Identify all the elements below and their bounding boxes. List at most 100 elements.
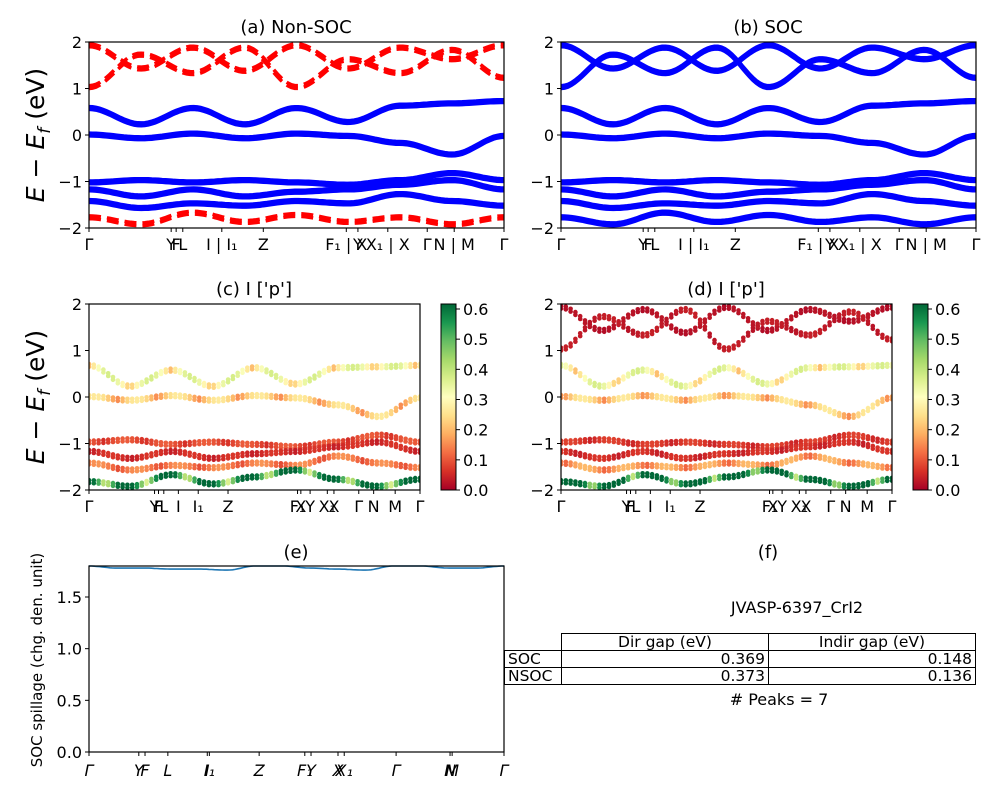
projection-point: [846, 363, 852, 368]
xtick-label: Y: [637, 235, 648, 254]
projection-point: [221, 438, 226, 444]
projection-point: [741, 311, 746, 317]
projection-point: [736, 471, 741, 477]
projection-point: [846, 308, 852, 313]
projection-point: [129, 382, 135, 388]
projection-point: [736, 308, 741, 313]
projection-point: [573, 461, 578, 466]
nonsoc-band-2-dashed: [89, 212, 504, 228]
projection-point: [841, 316, 847, 322]
projection-point: [259, 472, 265, 478]
projection-point: [745, 442, 751, 447]
projection-point: [115, 481, 121, 487]
xtick-label: Γ: [557, 235, 566, 254]
projection-point: [273, 448, 279, 454]
projection-point: [693, 311, 698, 317]
projection-point: [616, 464, 621, 470]
colorbar-tick-label: 0.6: [935, 300, 960, 319]
projection-point: [216, 463, 221, 469]
projection-point: [336, 401, 341, 406]
xtick-label: Γ: [557, 497, 566, 516]
projection-point: [110, 437, 116, 442]
projection-point: [669, 439, 674, 444]
projection-point: [211, 382, 216, 388]
projection-point: [355, 479, 360, 484]
projection-point: [412, 463, 418, 469]
projection-point: [640, 366, 645, 372]
projection-point: [288, 379, 293, 385]
projection-point: [259, 449, 265, 455]
projection-point: [625, 449, 631, 455]
projection-point: [125, 382, 130, 387]
projection-point: [601, 466, 607, 471]
projection-point: [177, 461, 183, 467]
projection-point: [769, 326, 775, 331]
projection-point: [235, 475, 240, 481]
projection-point: [364, 439, 370, 444]
projection-point: [587, 481, 593, 487]
projection-point: [307, 459, 313, 464]
projection-point: [582, 437, 588, 442]
projection-point: [717, 459, 722, 465]
projection-point: [201, 453, 207, 459]
projection-point: [693, 479, 698, 484]
projection-point: [211, 396, 216, 402]
projection-point: [278, 393, 284, 399]
projection-point: [235, 439, 240, 445]
projection-point: [283, 448, 289, 453]
projection-point: [769, 447, 775, 453]
projection-point: [669, 378, 674, 384]
projection-point: [379, 482, 384, 488]
xtick-label: Γ: [85, 761, 95, 780]
projection-point: [144, 452, 149, 458]
projection-point: [110, 480, 116, 486]
projection-point: [283, 442, 289, 448]
projection-point: [597, 382, 602, 387]
projection-point: [865, 405, 871, 411]
projection-point: [793, 367, 799, 373]
projection-point: [573, 367, 578, 372]
projection-point: [822, 477, 828, 483]
ytick-label: 0: [72, 388, 82, 407]
projection-point: [798, 443, 804, 449]
projection-point: [860, 440, 866, 446]
projection-point: [678, 480, 684, 485]
projection-point: [96, 478, 101, 484]
projection-point: [798, 438, 804, 444]
projection-point: [654, 462, 660, 467]
projection-point: [96, 448, 101, 454]
ytick-label: 2: [72, 295, 82, 314]
projection-point: [297, 394, 303, 400]
projection-point: [288, 461, 293, 467]
axes-frame-e: [88, 565, 505, 753]
projection-point: [293, 394, 298, 399]
projection-point: [812, 401, 818, 407]
projection-point: [360, 363, 365, 369]
projection-point: [264, 367, 269, 372]
ytick-label: −2: [530, 481, 554, 500]
projection-point: [606, 466, 612, 471]
projection-point: [784, 470, 789, 475]
projection-point: [125, 454, 130, 460]
projection-point: [630, 448, 636, 454]
table-row: SOC 0.369 0.148: [504, 650, 976, 668]
projection-point: [721, 304, 727, 309]
projection-point: [693, 325, 698, 331]
projection-point: [779, 321, 784, 326]
projection-point: [369, 458, 375, 464]
projection-point: [269, 460, 274, 465]
projection-point: [340, 476, 346, 481]
projection-point: [245, 392, 250, 397]
projection-point: [374, 438, 380, 444]
projection-point: [745, 460, 751, 466]
projection-point: [817, 442, 823, 447]
projection-point: [630, 392, 636, 398]
projection-point: [616, 319, 621, 324]
projection-point: [860, 314, 866, 319]
projection-point: [192, 394, 197, 400]
projection-point: [582, 452, 588, 457]
projection-point: [350, 436, 356, 441]
projection-point: [96, 393, 101, 398]
projection-point: [769, 394, 775, 400]
